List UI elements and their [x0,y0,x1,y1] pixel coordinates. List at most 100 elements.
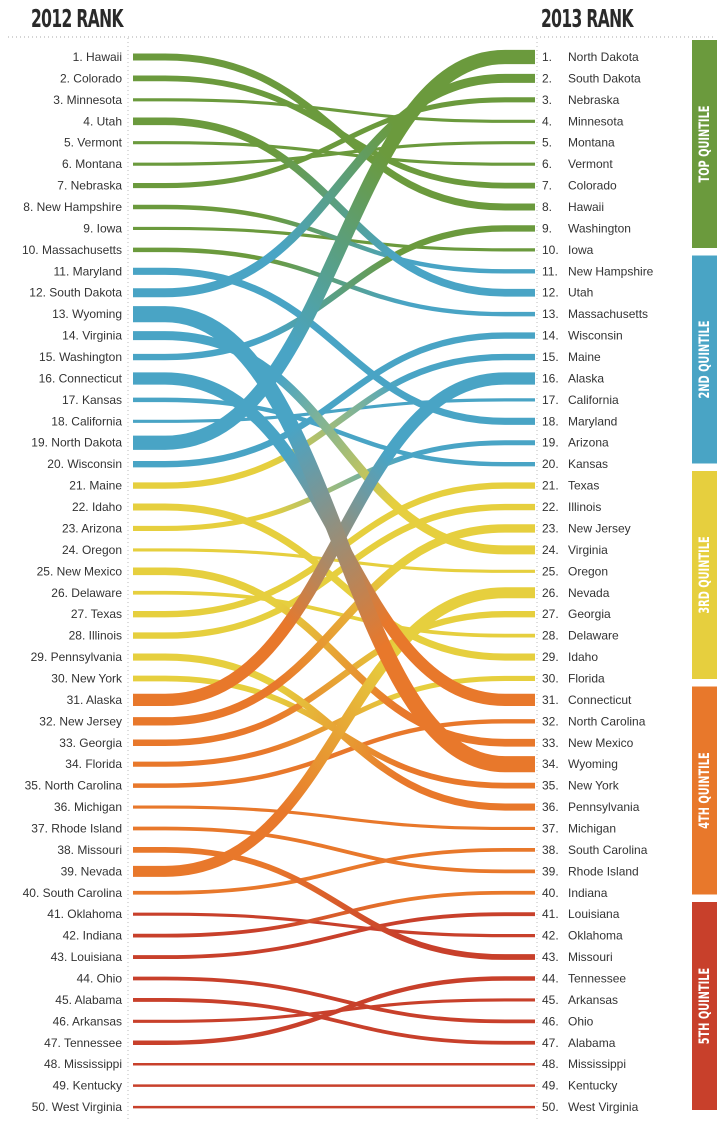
right-rank-state: Indiana [568,886,608,900]
left-rank-label: 48. Mississippi [44,1057,122,1071]
left-rank-label: 29. Pennsylvania [31,650,123,664]
flow-line-nebraska [133,97,535,189]
right-rank-state: Washington [568,221,631,235]
right-rank-state: South Carolina [568,843,648,857]
flow-line-indiana [133,890,535,938]
flow-line-hawaii [133,53,535,211]
flow-line-michigan [133,805,535,831]
left-rank-label: 3. Minnesota [53,93,122,107]
left-rank-label: 13. Wyoming [52,307,122,321]
right-rank-state: Wisconsin [568,329,623,343]
flow-line-north-carolina [133,719,535,788]
left-rank-label: 37. Rhode Island [31,821,122,835]
left-rank-label: 17. Kansas [62,393,122,407]
right-rank-state: Michigan [568,821,616,835]
quintile-label: 2ND QUINTILE [696,321,712,399]
left-rank-label: 34. Florida [65,757,122,771]
right-rank-number: 41. [542,907,559,921]
right-rank-number: 38. [542,843,559,857]
flow-line-virginia [133,331,535,555]
flow-line-wyoming [133,306,535,773]
right-rank-number: 2. [542,71,552,85]
right-rank-number: 50. [542,1100,559,1114]
flow-line-wisconsin [133,332,535,468]
flow-lines [133,49,535,1109]
right-rank-state: Missouri [568,950,613,964]
right-rank-state: Pennsylvania [568,800,640,814]
right-rank-number: 46. [542,1014,559,1028]
flow-line-tennessee [133,976,535,1046]
left-rank-label: 11. Maryland [54,264,122,278]
left-rank-label: 38. Missouri [57,843,122,857]
left-rank-label: 41. Oklahoma [47,907,122,921]
left-rank-label: 31. Alaska [67,693,123,707]
quintile-bar [692,471,717,679]
flow-line-north-dakota [133,49,535,450]
left-rank-label: 16. Connecticut [39,371,123,385]
left-rank-label: 1. Hawaii [73,50,122,64]
right-rank-state: New Jersey [568,521,631,535]
right-rank-number: 35. [542,779,559,793]
flow-line-washington [133,225,535,361]
right-rank-number: 47. [542,1036,559,1050]
quintile-bar [692,40,717,248]
left-rank-label: 4. Utah [83,114,122,128]
flow-line-new-mexico [133,567,535,747]
right-rank-state: Arizona [568,436,609,450]
left-rank-label: 50. West Virginia [32,1100,123,1114]
right-rank-state: New Mexico [568,736,634,750]
right-rank-state: Kansas [568,457,608,471]
left-rank-label: 23. Arizona [62,521,122,535]
right-rank-state: New Hampshire [568,264,654,278]
left-rank-label: 25. New Mexico [37,564,123,578]
left-rank-label: 12. South Dakota [29,286,122,300]
right-rank-state: Virginia [568,543,608,557]
right-rank-number: 15. [542,350,559,364]
flow-line-idaho [133,503,535,661]
flow-line-florida [133,675,535,767]
flow-line-maryland [133,267,535,425]
right-rank-number: 17. [542,393,559,407]
left-rank-label: 15. Washington [39,350,122,364]
right-rank-state: Hawaii [568,200,604,214]
right-rank-state: Georgia [568,607,611,621]
right-rank-number: 20. [542,457,559,471]
left-rank-label: 14. Virginia [62,329,122,343]
right-rank-state: Rhode Island [568,864,639,878]
right-rank-number: 44. [542,971,559,985]
flow-line-minnesota [133,98,535,123]
left-rank-label: 42. Indiana [63,929,123,943]
right-rank-state: Illinois [568,500,601,514]
right-rank-number: 28. [542,629,559,643]
right-rank-number: 13. [542,307,559,321]
flow-line-kansas [133,397,535,467]
flow-line-alabama [133,998,535,1045]
flow-line-new-jersey [133,524,535,726]
right-rank-state: Minnesota [568,114,624,128]
left-rank-label: 2. Colorado [60,71,122,85]
left-rank-label: 46. Arkansas [53,1014,122,1028]
right-rank-number: 18. [542,414,559,428]
right-rank-number: 45. [542,993,559,1007]
quintile-bar [692,686,717,895]
flow-line-delaware [133,590,535,638]
right-rank-number: 37. [542,821,559,835]
left-rank-label: 44. Ohio [77,971,123,985]
right-rank-number: 3. [542,93,552,107]
left-rank-label: 21. Maine [69,479,122,493]
flow-line-georgia [133,610,535,746]
right-rank-state: Vermont [568,157,613,171]
right-rank-state: Utah [568,286,593,300]
right-rank-state: Maine [568,350,601,364]
left-rank-label: 39. Nevada [61,864,123,878]
right-rank-number: 7. [542,179,552,193]
quintile-label: 5TH QUINTILE [696,968,712,1045]
left-rank-label: 40. South Carolina [23,886,123,900]
right-rank-number: 29. [542,650,559,664]
left-rank-label: 6. Montana [62,157,122,171]
right-rank-number: 23. [542,521,559,535]
left-rank-label: 26. Delaware [51,586,122,600]
right-rank-number: 49. [542,1079,559,1093]
right-rank-state: Kentucky [568,1079,617,1093]
